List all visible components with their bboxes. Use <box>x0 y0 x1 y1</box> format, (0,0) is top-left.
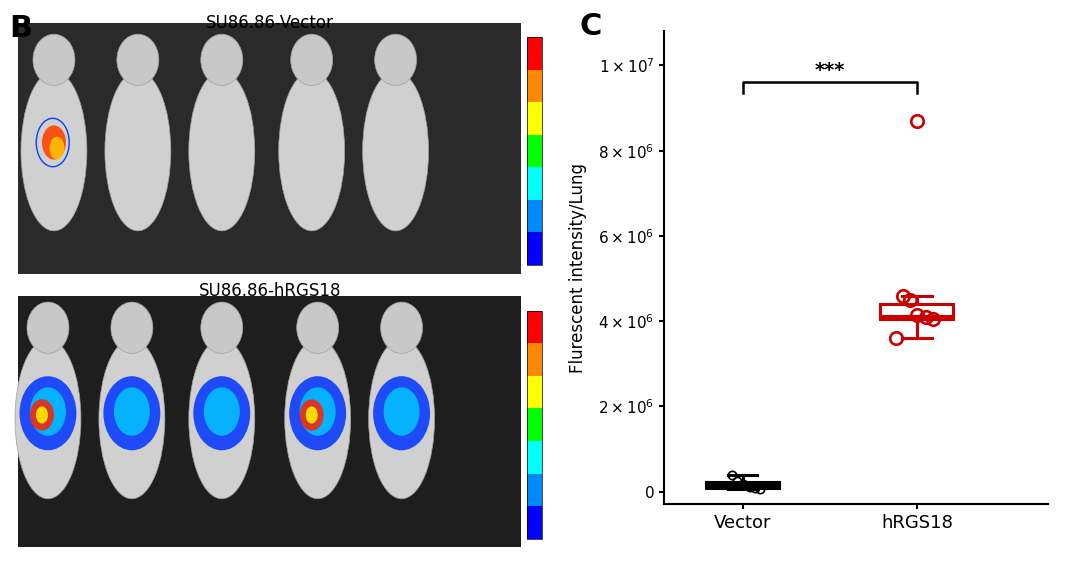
Ellipse shape <box>105 71 171 231</box>
Text: SU86.86-Vector: SU86.86-Vector <box>206 14 334 32</box>
Ellipse shape <box>297 302 339 353</box>
Ellipse shape <box>201 302 243 353</box>
Ellipse shape <box>300 399 324 431</box>
Bar <box>527 37 542 265</box>
Ellipse shape <box>291 34 333 86</box>
Bar <box>527 343 542 376</box>
Bar <box>527 311 542 539</box>
Ellipse shape <box>375 34 417 86</box>
Bar <box>527 168 542 200</box>
Text: SU86.86-hRGS18: SU86.86-hRGS18 <box>199 282 341 300</box>
Ellipse shape <box>189 71 255 231</box>
Bar <box>527 311 542 343</box>
Ellipse shape <box>117 34 159 86</box>
Text: C: C <box>580 13 603 42</box>
Ellipse shape <box>27 302 69 353</box>
Bar <box>527 441 542 474</box>
Ellipse shape <box>368 339 434 499</box>
Y-axis label: Flurescent intensity/Lung: Flurescent intensity/Lung <box>569 163 588 373</box>
Bar <box>706 482 780 487</box>
Ellipse shape <box>289 376 347 450</box>
Ellipse shape <box>50 137 65 160</box>
Bar <box>527 70 542 102</box>
Ellipse shape <box>104 376 160 450</box>
Ellipse shape <box>36 406 48 424</box>
Ellipse shape <box>201 34 243 86</box>
Ellipse shape <box>111 302 153 353</box>
Text: B: B <box>9 14 32 43</box>
Bar <box>527 102 542 135</box>
Bar <box>527 37 542 70</box>
Ellipse shape <box>21 71 86 231</box>
Ellipse shape <box>30 388 66 435</box>
Ellipse shape <box>19 376 77 450</box>
Ellipse shape <box>99 339 165 499</box>
Ellipse shape <box>15 339 81 499</box>
Ellipse shape <box>380 302 422 353</box>
Ellipse shape <box>189 339 255 499</box>
Ellipse shape <box>204 388 240 435</box>
Ellipse shape <box>279 71 345 231</box>
Ellipse shape <box>193 376 251 450</box>
Ellipse shape <box>285 339 351 499</box>
Ellipse shape <box>383 388 420 435</box>
Ellipse shape <box>113 388 150 435</box>
Bar <box>527 135 542 168</box>
Bar <box>527 376 542 408</box>
Bar <box>527 474 542 506</box>
Ellipse shape <box>363 71 429 231</box>
Ellipse shape <box>306 406 318 424</box>
Ellipse shape <box>30 399 54 431</box>
Bar <box>527 233 542 265</box>
Bar <box>18 296 522 547</box>
Bar <box>880 304 954 319</box>
Ellipse shape <box>33 34 75 86</box>
Bar <box>527 408 542 441</box>
Text: ***: *** <box>814 62 845 80</box>
Bar <box>527 506 542 539</box>
Ellipse shape <box>300 388 336 435</box>
Bar <box>18 23 522 274</box>
Ellipse shape <box>373 376 430 450</box>
Bar <box>527 200 542 233</box>
Ellipse shape <box>42 125 66 160</box>
